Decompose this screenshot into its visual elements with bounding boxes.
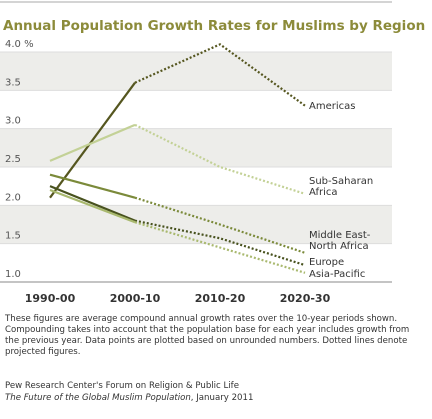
series-label: Americas — [309, 101, 356, 112]
source-line: Pew Research Center's Forum on Religion … — [5, 381, 239, 391]
y-tick-label: 3.5 — [5, 77, 21, 88]
line — [49, 123, 136, 162]
series-label: Europe — [309, 257, 345, 268]
series-label: Asia-Pacific — [309, 269, 366, 280]
x-tick-label: 2020-30 — [280, 292, 331, 305]
x-tick-label: 1990-00 — [25, 292, 76, 305]
projected-line — [134, 196, 306, 254]
band — [0, 205, 392, 244]
source-publication: The Future of the Global Muslim Populati… — [5, 393, 191, 403]
y-tick-label: 4.0 % — [5, 39, 34, 50]
notes: These figures are average compound annua… — [5, 314, 410, 357]
x-tick-label: 2010-20 — [195, 292, 246, 305]
line — [49, 185, 136, 222]
line — [49, 173, 136, 199]
source: Pew Research Center's Forum on Religion … — [5, 380, 425, 404]
projected-line — [134, 43, 306, 107]
projected-line — [134, 219, 306, 267]
projected-line — [134, 221, 306, 274]
x-tick-label: 2000-10 — [110, 292, 161, 305]
y-tick-label: 3.0 — [5, 116, 21, 127]
series-label: Sub-Saharan Africa — [309, 176, 374, 198]
band — [0, 128, 392, 167]
line — [49, 188, 136, 224]
series-label: Middle East-North Africa — [309, 230, 371, 252]
chart: Annual Population Growth Rates for Musli… — [0, 1, 425, 305]
chart-title: Annual Population Growth Rates for Musli… — [3, 18, 425, 34]
band — [0, 52, 392, 91]
source-date: , January 2011 — [190, 393, 254, 403]
y-tick-label: 2.0 — [5, 192, 21, 203]
y-tick-label: 2.5 — [5, 154, 21, 165]
y-tick-label: 1.0 — [5, 269, 21, 280]
y-tick-label: 1.5 — [5, 231, 21, 242]
